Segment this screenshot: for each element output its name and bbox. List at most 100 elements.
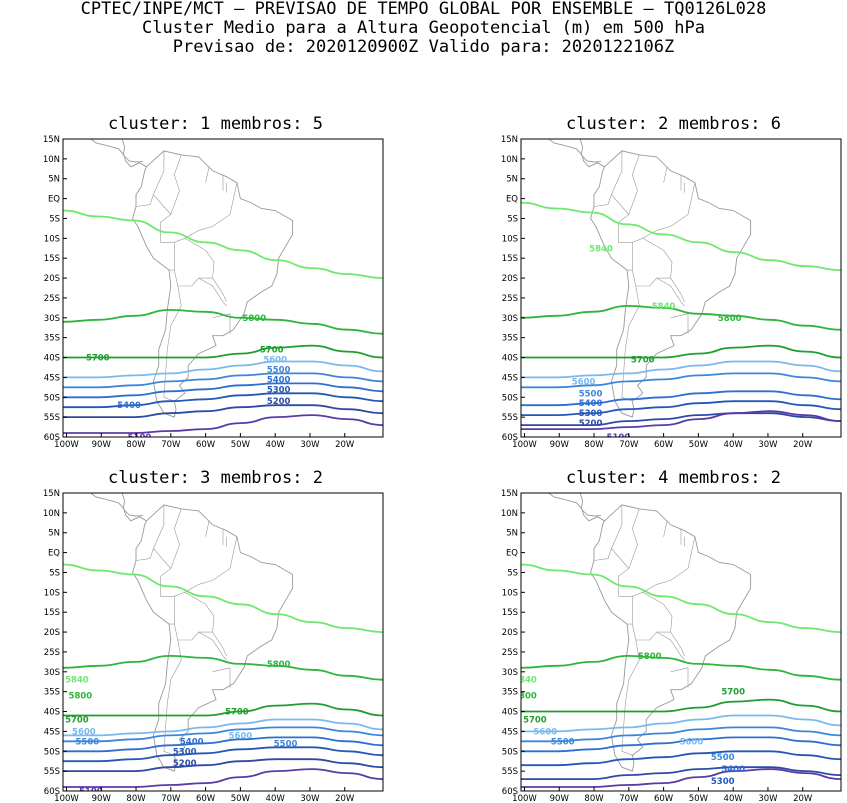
country-border [169,596,175,625]
lat-label: 10S [44,234,60,244]
lon-label: 40W [724,794,744,803]
lat-label: EQ [506,549,518,559]
contour-line [521,372,841,389]
country-border [198,631,227,661]
lat-label: 20S [502,274,518,284]
lat-label: EQ [506,195,518,205]
lon-label: 40W [724,440,744,450]
contour-label: 5200 [579,419,603,429]
contour-label: 5700 [721,688,745,698]
contour-line [63,768,383,788]
country-border [621,639,640,756]
lat-label: 45S [44,727,60,737]
lat-label: 5S [507,568,518,578]
lat-label: 10S [502,588,518,598]
lat-label: EQ [48,549,60,559]
contour-label: 5200 [173,759,197,769]
lat-label: EQ [48,195,60,205]
contour-line [63,758,383,773]
lat-label: 10N [501,509,518,519]
country-border [632,592,673,641]
lat-label: 35S [502,688,518,698]
country-border [212,667,231,688]
lat-label: 35S [44,688,60,698]
map-frame [62,138,384,438]
lon-label: 90W [550,440,570,450]
lon-label: 60W [654,440,674,450]
lon-label: 70W [619,440,639,450]
south-america-coastline [590,504,752,772]
lat-label: 15S [502,608,518,618]
lat-label: 30S [44,668,60,678]
contour-line [521,304,841,331]
contour-label: 5500 [274,739,298,749]
contour-label: 5300 [267,385,291,395]
country-border [611,504,630,569]
lon-label: 30W [758,794,778,803]
contour-label: 5600 [263,356,287,366]
country-border [163,285,182,402]
country-border [618,154,696,243]
panel-title-3: cluster: 3 membros: 2 [108,468,323,488]
panel-title-4: cluster: 4 membros: 2 [566,468,781,488]
lat-label: 25S [502,294,518,304]
lat-label: 40S [502,354,518,364]
lon-label: 50W [689,440,709,450]
contour-label: 5800 [638,652,662,662]
contour-line [521,768,841,788]
contour-label: 340 [519,676,537,686]
contour-line [63,382,383,399]
lat-label: 5N [48,175,60,185]
lon-label: 20W [793,440,813,450]
contour-label: 5600 [229,731,253,741]
lat-label: 55S [44,413,60,423]
lat-label: 15N [43,135,60,145]
lat-label: 35S [502,334,518,344]
country-border [205,520,210,537]
contour-label: 5100 [607,433,631,443]
contour-label: 5700 [260,346,284,356]
lon-label: 80W [126,440,146,450]
lat-label: 60S [502,433,518,443]
country-border [160,154,238,243]
contour-line [63,654,383,681]
lat-label: 30S [44,314,60,324]
lon-label: 40W [266,794,286,803]
lon-label: 100W [54,440,79,450]
lat-label: 15N [501,135,518,145]
lat-label: 10N [43,155,60,165]
contour-line [63,308,383,335]
lon-label: 70W [161,794,181,803]
contour-line [521,714,841,733]
lat-label: 40S [44,708,60,718]
contour-label: 5800 [718,314,742,324]
lon-label: 90W [550,794,570,803]
contour-line [521,344,841,359]
lat-label: 15S [44,254,60,264]
contour-label: 5400 [579,399,603,409]
lon-label: 60W [196,440,216,450]
contour-line [521,766,841,781]
panel-title-1: cluster: 1 membros: 5 [108,114,323,134]
lon-label: 80W [584,794,604,803]
country-border [135,548,154,561]
lon-label: 50W [231,440,251,450]
lon-label: 100W [512,794,537,803]
lat-label: 5S [49,568,60,578]
lat-label: 55S [44,767,60,777]
lat-label: 60S [44,433,60,443]
contour-label: 5400 [721,765,745,775]
lon-label: 100W [512,440,537,450]
lat-label: 15N [43,489,60,499]
lon-label: 80W [584,440,604,450]
lon-label: 20W [793,794,813,803]
lat-label: 50S [502,747,518,757]
lat-label: 15S [44,608,60,618]
lon-label: 60W [196,794,216,803]
contour-line [63,404,383,419]
contour-line [521,201,841,271]
contour-line [521,410,841,431]
lat-label: 25S [44,294,60,304]
